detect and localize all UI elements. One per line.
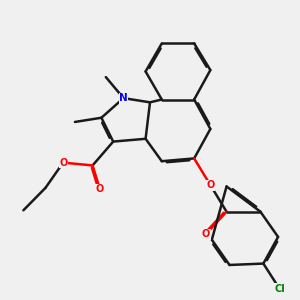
- Text: O: O: [206, 180, 214, 190]
- Text: Cl: Cl: [274, 284, 285, 294]
- Text: O: O: [202, 229, 210, 239]
- Text: O: O: [96, 184, 104, 194]
- Text: N: N: [119, 93, 128, 103]
- Text: O: O: [59, 158, 67, 168]
